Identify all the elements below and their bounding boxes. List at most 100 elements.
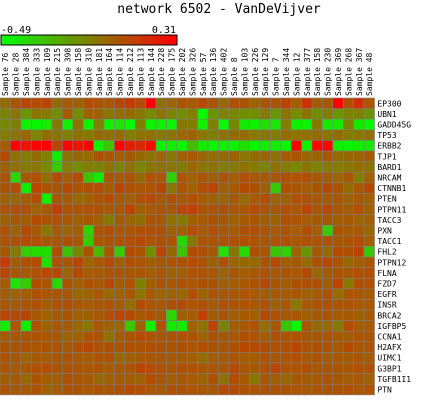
heatmap-cell [363,341,375,353]
heatmap-cell [176,299,188,311]
heatmap-cell [186,214,198,226]
heatmap-cell [93,309,105,321]
row-label: H2AFX [377,343,401,352]
heatmap-cell [41,214,53,226]
heatmap-cell [249,224,261,237]
heatmap-cell [0,97,11,109]
heatmap-cell [103,235,115,247]
heatmap-cell [218,277,230,290]
heatmap-cell [197,97,209,109]
heatmap-cell [82,288,94,300]
heatmap-cell [259,129,271,141]
heatmap-cell [20,373,32,385]
heatmap-cell [207,277,219,290]
heatmap-cell [134,214,146,226]
heatmap-cell [134,246,146,258]
heatmap-cell [207,193,219,205]
heatmap-cell [332,341,344,353]
heatmap-cell [155,171,167,184]
heatmap-cell [30,277,43,290]
heatmap-cell [207,288,219,300]
column-label: Sample 369 [334,48,343,96]
heatmap-cell [270,171,282,184]
heatmap-cell [228,97,240,109]
heatmap-cell [218,341,230,353]
heatmap-cell [353,288,365,300]
heatmap-cell [62,267,74,279]
heatmap-cell [62,320,74,332]
heatmap-cell [353,193,365,205]
column-label: Sample 310 [84,48,93,96]
heatmap-cell [134,341,146,353]
heatmap-cell [322,129,334,141]
heatmap-cell [363,171,375,184]
heatmap-cell [155,193,167,205]
heatmap-cell [10,193,22,205]
heatmap-cell [322,309,334,321]
heatmap-cell [280,383,292,396]
heatmap-cell [363,108,375,120]
heatmap-cell [363,150,375,162]
heatmap-cell [228,330,240,343]
heatmap-cell [301,171,313,184]
heatmap-cell [51,299,63,311]
column-label: Sample 202 [178,48,187,96]
heatmap-cell [280,118,292,131]
heatmap-cell [322,97,334,109]
heatmap-cell [72,235,84,247]
heatmap-cell [41,193,53,205]
heatmap-cell [363,118,375,131]
heatmap-cell [197,341,209,353]
heatmap-cell [311,309,323,321]
heatmap-cell [93,118,105,131]
heatmap-cell [259,299,271,311]
heatmap-cell [218,362,230,374]
heatmap-cell [30,362,43,374]
heatmap-cell [353,330,365,343]
heatmap-cell [332,256,344,268]
heatmap-cell [72,182,84,194]
heatmap-cell [41,362,53,374]
heatmap-cell [207,320,219,332]
heatmap-cell [20,341,32,353]
heatmap-cell [363,224,375,237]
heatmap-cell [363,330,375,343]
heatmap-cell [166,150,178,162]
heatmap-cell [155,129,167,141]
heatmap-cell [176,235,188,247]
heatmap-cell [72,108,84,120]
column-label: Sample 164 [105,48,114,96]
heatmap-cell [82,235,94,247]
heatmap-cell [311,203,323,215]
heatmap-cell [218,108,230,120]
heatmap-cell [134,320,146,332]
heatmap-cell [103,150,115,162]
heatmap-cell [270,299,282,311]
heatmap-cell [166,235,178,247]
heatmap-cell [30,224,43,237]
heatmap-cell [228,277,240,290]
heatmap-cell [301,362,313,374]
heatmap-cell [82,171,94,184]
heatmap-cell [41,277,53,290]
heatmap-cell [207,118,219,131]
heatmap-cell [197,203,209,215]
heatmap-cell [301,383,313,396]
heatmap-cell [62,214,74,226]
heatmap-cell [72,309,84,321]
heatmap-cell [134,129,146,141]
heatmap-cell [342,362,355,374]
heatmap-cell [166,267,178,279]
column-label: Sample 7 [272,57,281,96]
heatmap-cell [290,224,303,237]
heatmap-cell [114,320,126,332]
heatmap-cell [290,214,303,226]
heatmap-cell [10,256,22,268]
heatmap-cell [0,193,11,205]
heatmap-cell [290,256,303,268]
heatmap-cell [207,362,219,374]
heatmap-cell [10,320,22,332]
column-label: Sample 113 [136,48,145,96]
heatmap-cell [20,320,32,332]
heatmap-cell [103,171,115,184]
